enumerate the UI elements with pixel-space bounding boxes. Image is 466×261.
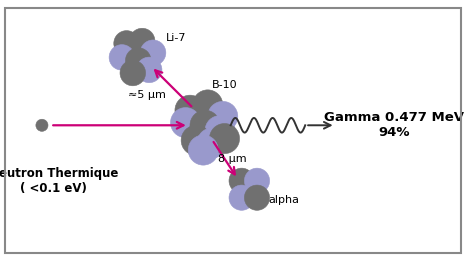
Ellipse shape	[244, 185, 270, 210]
Text: B-10: B-10	[212, 80, 238, 90]
Text: alpha: alpha	[268, 195, 299, 205]
Ellipse shape	[188, 135, 218, 165]
Ellipse shape	[109, 45, 135, 70]
Ellipse shape	[190, 110, 220, 140]
Text: Gamma 0.477 MeV
94%: Gamma 0.477 MeV 94%	[324, 111, 464, 139]
Ellipse shape	[181, 125, 211, 155]
Ellipse shape	[120, 60, 145, 86]
Ellipse shape	[192, 90, 223, 120]
Ellipse shape	[208, 101, 238, 132]
Ellipse shape	[175, 95, 205, 125]
Text: 8 μm: 8 μm	[218, 154, 247, 164]
Ellipse shape	[140, 40, 166, 66]
Ellipse shape	[130, 28, 155, 54]
Text: Li-7: Li-7	[165, 33, 186, 43]
Ellipse shape	[205, 116, 235, 146]
Text: ≈5 μm: ≈5 μm	[128, 90, 166, 100]
Ellipse shape	[210, 123, 240, 154]
Ellipse shape	[197, 128, 227, 158]
Ellipse shape	[229, 185, 254, 210]
Ellipse shape	[229, 168, 254, 193]
Ellipse shape	[36, 119, 48, 131]
Ellipse shape	[137, 57, 162, 83]
Ellipse shape	[244, 168, 270, 193]
Ellipse shape	[114, 31, 139, 56]
Text: Neutron Thermique
( <0.1 eV): Neutron Thermique ( <0.1 eV)	[0, 167, 118, 195]
Ellipse shape	[125, 48, 151, 73]
Ellipse shape	[171, 108, 200, 138]
